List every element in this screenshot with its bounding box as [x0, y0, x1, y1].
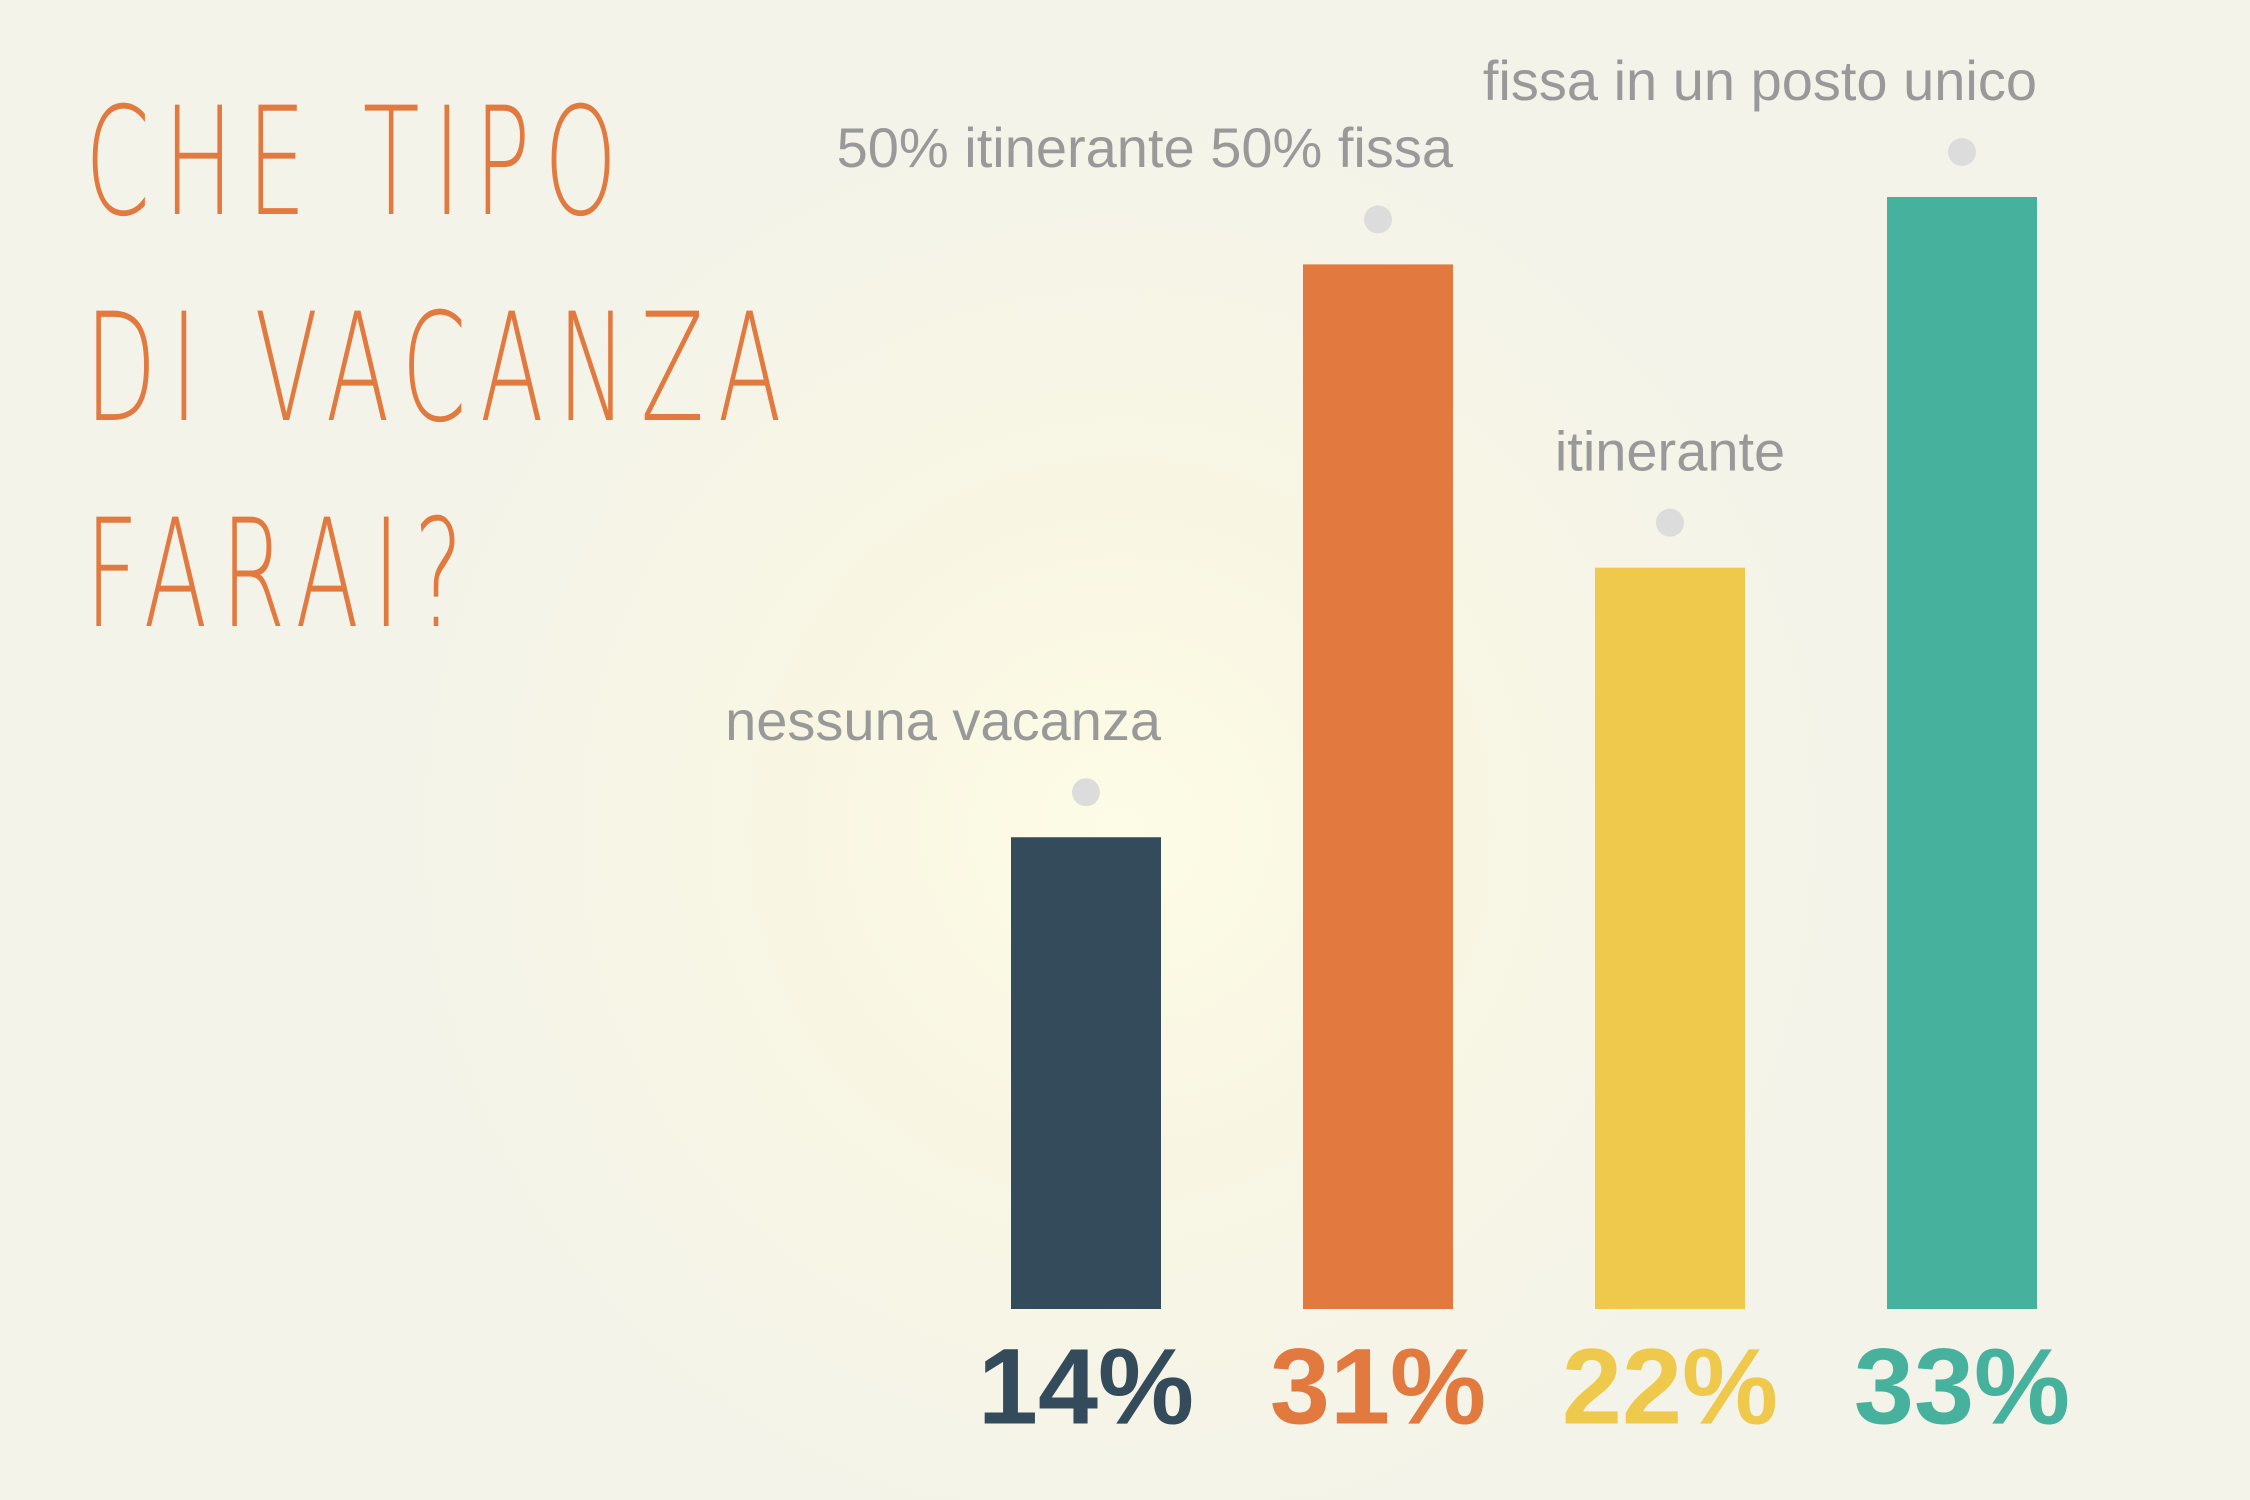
marker-dot: [1656, 508, 1684, 537]
chart-title: CHE TIPO DI VACANZA FARAI?: [85, 76, 796, 662]
value-label: 31%: [1270, 1326, 1486, 1447]
marker-dot: [1948, 138, 1976, 166]
value-label: 22%: [1562, 1326, 1778, 1447]
bar: [1011, 837, 1161, 1309]
bar: [1887, 197, 2037, 1309]
category-label: nessuna vacanza: [725, 689, 1162, 752]
value-label: 33%: [1854, 1326, 2070, 1447]
category-label: 50% itinerante 50% fissa: [837, 116, 1454, 179]
bar: [1303, 264, 1453, 1310]
bar: [1595, 567, 1745, 1309]
category-label: itinerante: [1555, 419, 1785, 482]
category-label: fissa in un posto unico: [1483, 49, 2037, 112]
marker-dot: [1072, 778, 1100, 807]
value-label: 14%: [978, 1326, 1194, 1447]
marker-dot: [1364, 205, 1392, 234]
